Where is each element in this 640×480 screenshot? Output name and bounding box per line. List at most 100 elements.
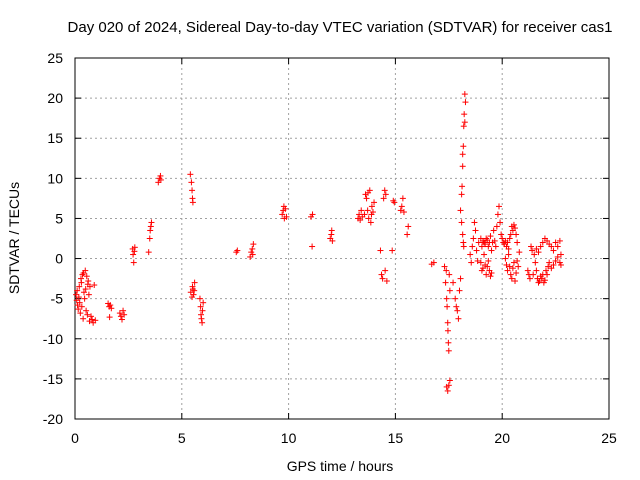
data-point	[146, 235, 153, 242]
data-point	[459, 163, 466, 170]
data-point	[544, 271, 551, 278]
data-point	[557, 261, 564, 268]
data-point	[531, 251, 538, 258]
data-point	[389, 247, 396, 254]
data-point	[364, 207, 371, 214]
data-point	[249, 245, 256, 252]
x-tick-label: 25	[601, 430, 617, 446]
data-point	[397, 207, 404, 214]
data-point	[82, 286, 89, 293]
data-point	[80, 289, 87, 296]
data-point	[106, 314, 113, 321]
data-point	[505, 245, 512, 252]
data-point	[507, 271, 514, 278]
data-point	[461, 119, 468, 126]
data-point	[514, 239, 521, 246]
data-point	[75, 306, 82, 313]
data-point	[187, 171, 194, 178]
data-point	[249, 251, 256, 258]
data-point	[513, 231, 520, 238]
data-point	[250, 241, 257, 248]
y-tick-label: -10	[43, 331, 63, 347]
data-point	[478, 243, 485, 250]
data-point	[83, 273, 90, 280]
data-point	[554, 253, 561, 260]
data-point	[446, 377, 453, 384]
data-point	[199, 307, 206, 314]
x-tick-label: 10	[281, 430, 297, 446]
chart-title: Day 020 of 2024, Sidereal Day-to-day VTE…	[68, 19, 613, 36]
data-point	[483, 271, 490, 278]
data-point	[430, 259, 437, 266]
data-point	[506, 235, 513, 242]
data-point	[492, 243, 499, 250]
data-point	[458, 191, 465, 198]
data-point	[470, 235, 477, 242]
data-point	[85, 291, 92, 298]
data-point	[368, 203, 375, 210]
data-point	[199, 319, 206, 326]
data-point	[556, 237, 563, 244]
data-point	[444, 319, 451, 326]
data-point	[460, 143, 467, 150]
data-point	[191, 279, 198, 286]
data-point	[189, 294, 196, 301]
data-point	[461, 111, 468, 118]
data-point	[514, 257, 521, 264]
data-point	[85, 278, 92, 285]
data-point	[538, 275, 545, 282]
y-tick-label: -5	[51, 291, 64, 307]
data-point	[279, 211, 286, 218]
data-point	[541, 277, 548, 284]
x-tick-label: 5	[178, 430, 186, 446]
data-point	[454, 307, 461, 314]
data-point	[120, 307, 127, 314]
data-point	[379, 275, 386, 282]
data-point	[494, 211, 501, 218]
data-point	[400, 209, 407, 216]
data-point	[378, 271, 385, 278]
data-point	[76, 283, 83, 290]
data-point	[515, 263, 522, 270]
data-point	[358, 207, 365, 214]
data-point	[118, 316, 125, 323]
data-point	[490, 227, 497, 234]
data-point	[557, 251, 564, 258]
data-point	[442, 279, 449, 286]
data-point	[84, 311, 91, 318]
data-point	[367, 219, 374, 226]
data-point	[88, 313, 95, 320]
data-point	[497, 219, 504, 226]
data-point	[544, 237, 551, 244]
data-point	[530, 271, 537, 278]
data-point	[157, 176, 164, 183]
y-tick-label: 20	[47, 90, 63, 106]
data-point	[86, 283, 93, 290]
grid-lines	[75, 58, 609, 419]
data-point	[382, 191, 389, 198]
data-point	[187, 289, 194, 296]
data-point	[471, 219, 478, 226]
data-point	[505, 251, 512, 258]
data-point	[234, 247, 241, 254]
data-point	[487, 273, 494, 280]
data-point	[383, 278, 390, 285]
data-point	[74, 287, 81, 294]
data-point	[485, 243, 492, 250]
data-point	[539, 239, 546, 246]
data-point	[535, 249, 542, 256]
data-point	[309, 243, 316, 250]
data-point	[382, 267, 389, 274]
data-point	[462, 99, 469, 106]
data-point	[371, 199, 378, 206]
data-point	[488, 247, 495, 254]
data-point	[459, 231, 466, 238]
data-point	[445, 347, 452, 354]
x-axis-label: GPS time / hours	[287, 458, 394, 474]
data-point	[529, 247, 536, 254]
data-point	[510, 221, 517, 228]
data-point	[444, 303, 451, 310]
data-point	[495, 203, 502, 210]
data-point	[550, 247, 557, 254]
data-point	[524, 267, 531, 274]
